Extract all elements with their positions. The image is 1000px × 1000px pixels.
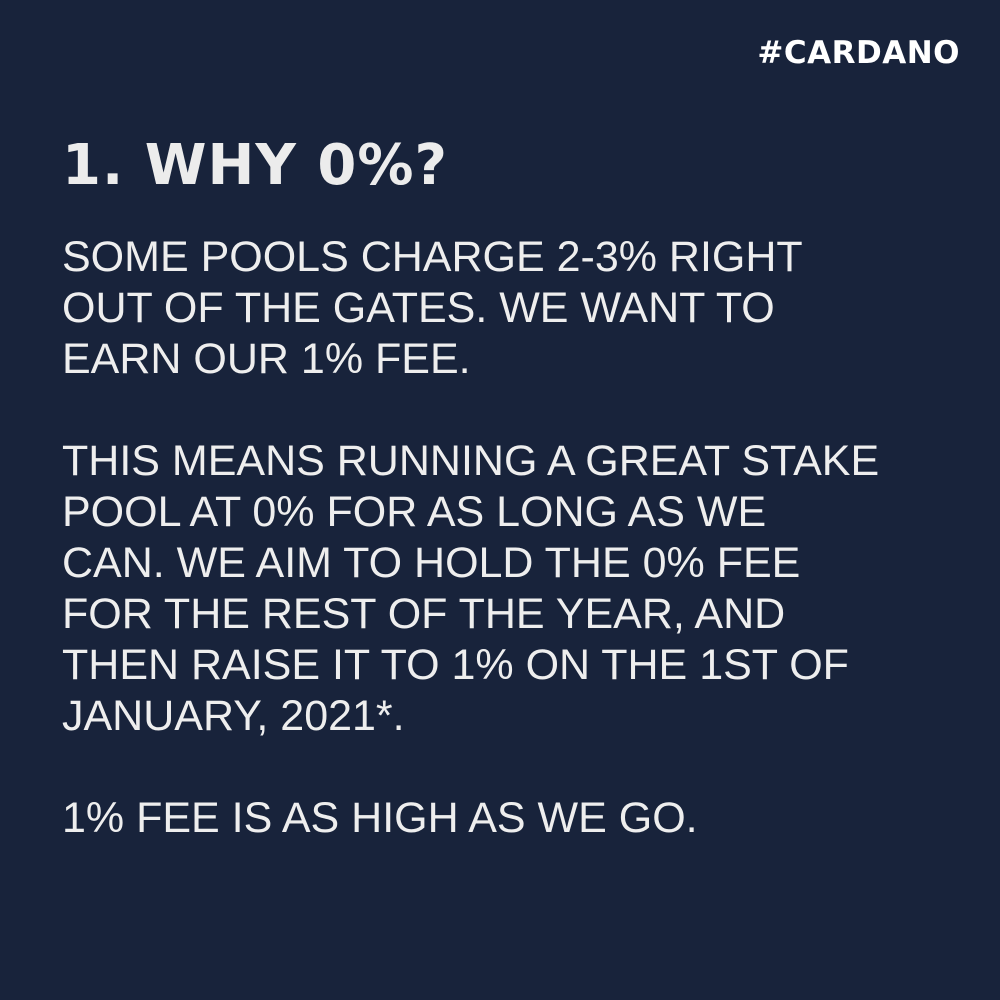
text-line: OUT OF THE GATES. WE WANT TO — [62, 284, 775, 332]
text-line: CAN. WE AIM TO HOLD THE 0% FEE — [62, 539, 801, 587]
body-text: SOME POOLS CHARGE 2-3% RIGHT OUT OF THE … — [62, 232, 962, 895]
text-line: THIS MEANS RUNNING A GREAT STAKE — [62, 437, 880, 485]
text-line: FOR THE REST OF THE YEAR, AND — [62, 590, 786, 638]
hashtag-label: #CARDANO — [757, 35, 960, 71]
text-line: SOME POOLS CHARGE 2-3% RIGHT — [62, 233, 803, 281]
text-line: THEN RAISE IT TO 1% ON THE 1ST OF — [62, 641, 849, 689]
text-line: 1% FEE IS AS HIGH AS WE GO. — [62, 794, 698, 842]
text-line: JANUARY, 2021*. — [62, 692, 405, 740]
paragraph-fee-cap: 1% FEE IS AS HIGH AS WE GO. — [62, 793, 962, 844]
text-line: EARN OUR 1% FEE. — [62, 335, 471, 383]
paragraph-fee-plan: THIS MEANS RUNNING A GREAT STAKE POOL AT… — [62, 436, 962, 742]
slide-heading: 1. WHY 0%? — [62, 133, 448, 198]
paragraph-fee-intro: SOME POOLS CHARGE 2-3% RIGHT OUT OF THE … — [62, 232, 962, 385]
text-line: POOL AT 0% FOR AS LONG AS WE — [62, 488, 767, 536]
